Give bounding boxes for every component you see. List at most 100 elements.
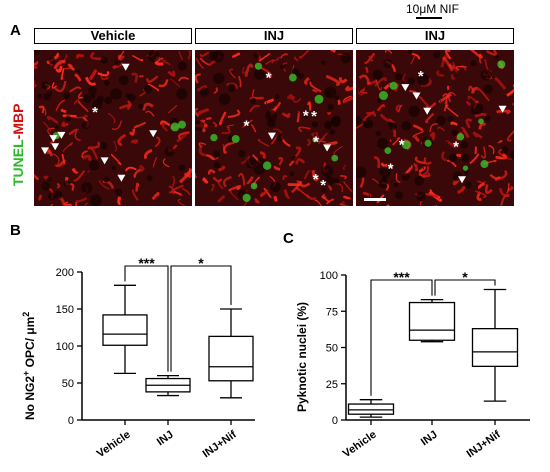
dark-spot bbox=[389, 122, 398, 131]
mbp-fiber bbox=[259, 151, 266, 160]
mbp-fiber bbox=[312, 89, 318, 93]
significance-bracket bbox=[124, 265, 169, 372]
mbp-fiber bbox=[84, 202, 89, 206]
mbp-fiber bbox=[448, 63, 455, 70]
mbp-fiber bbox=[236, 186, 241, 190]
dark-spot bbox=[114, 188, 123, 196]
mbp-fiber bbox=[371, 178, 380, 185]
dark-spot bbox=[227, 83, 236, 93]
mbp-fiber bbox=[412, 130, 424, 138]
mbp-fiber bbox=[343, 195, 352, 200]
mbp-fiber bbox=[279, 53, 288, 59]
mbp-fiber bbox=[154, 136, 161, 148]
mbp-fiber bbox=[51, 82, 58, 89]
arrowhead-marker bbox=[41, 147, 50, 155]
dark-spot bbox=[164, 146, 175, 157]
mbp-fiber bbox=[445, 91, 456, 102]
mbp-fiber bbox=[263, 187, 272, 199]
tunel-nucleus bbox=[314, 94, 324, 104]
y-tick-label: 25 bbox=[326, 379, 338, 391]
y-tick-label: 0 bbox=[68, 415, 74, 427]
mbp-fiber bbox=[273, 165, 281, 171]
mbp-fiber bbox=[410, 55, 416, 65]
mbp-fiber bbox=[195, 57, 205, 69]
asterisk-marker: * bbox=[453, 139, 459, 156]
mbp-fiber bbox=[441, 93, 452, 103]
dark-spot bbox=[218, 93, 231, 105]
tunel-nucleus bbox=[177, 120, 187, 129]
dark-spot bbox=[266, 118, 276, 128]
y-tick-label: 200 bbox=[56, 267, 74, 279]
mbp-fiber bbox=[471, 86, 478, 94]
y-tick-label: 100 bbox=[320, 270, 338, 282]
mbp-fiber bbox=[195, 107, 200, 118]
dark-spot bbox=[407, 77, 416, 85]
mbp-fiber bbox=[226, 124, 234, 129]
dark-spot bbox=[111, 165, 117, 171]
y-tick-label: 50 bbox=[326, 343, 338, 355]
dark-spot bbox=[253, 52, 260, 59]
mbp-fiber bbox=[178, 168, 192, 184]
mbp-fiber bbox=[450, 121, 458, 126]
box-inj bbox=[408, 298, 456, 343]
mbp-fiber bbox=[440, 54, 449, 68]
dark-spot bbox=[327, 104, 334, 111]
tunel-nucleus bbox=[312, 137, 318, 143]
tunel-nucleus bbox=[462, 165, 469, 171]
x-tick-label: INJ bbox=[155, 429, 176, 449]
mbp-fiber bbox=[325, 198, 335, 205]
micrograph-inj-nif: * * * * bbox=[356, 50, 514, 206]
panel-c-letter: C bbox=[283, 230, 294, 247]
mbp-fiber bbox=[167, 104, 178, 114]
dark-spot bbox=[47, 176, 52, 182]
mbp-fiber bbox=[338, 77, 348, 84]
dark-spot bbox=[104, 96, 113, 105]
mbp-fiber bbox=[290, 94, 302, 103]
mbp-fiber bbox=[117, 196, 122, 206]
mbp-fiber bbox=[251, 89, 257, 99]
mbp-fiber bbox=[199, 51, 210, 57]
dark-spot bbox=[484, 115, 491, 122]
mbp-fiber bbox=[195, 172, 198, 179]
mbp-fiber bbox=[283, 189, 291, 199]
mbp-fiber bbox=[151, 192, 160, 201]
mbp-fiber bbox=[282, 175, 288, 181]
asterisk-marker: * bbox=[311, 108, 317, 125]
mbp-fiber bbox=[178, 51, 184, 61]
dark-spot bbox=[372, 69, 383, 80]
mbp-fiber bbox=[212, 121, 218, 128]
tunel-nucleus bbox=[480, 160, 489, 169]
dark-spot bbox=[270, 181, 281, 193]
mbp-fiber bbox=[474, 112, 487, 118]
mbp-fiber bbox=[202, 177, 209, 184]
dark-spot bbox=[447, 115, 454, 122]
dark-spot bbox=[321, 187, 327, 193]
dark-spot bbox=[406, 50, 413, 54]
tunel-nucleus bbox=[478, 118, 484, 125]
dark-spot bbox=[176, 88, 188, 100]
dark-spot bbox=[103, 176, 110, 183]
dark-spot bbox=[245, 157, 257, 169]
mbp-fiber bbox=[161, 58, 171, 66]
mbp-fiber bbox=[250, 123, 257, 133]
mbp-fiber bbox=[375, 79, 383, 91]
significance-bracket bbox=[370, 279, 433, 396]
mbp-fiber bbox=[50, 203, 54, 206]
mbp-fiber bbox=[357, 87, 366, 96]
arrowhead-marker bbox=[149, 130, 158, 138]
y-tick-label: 50 bbox=[62, 378, 74, 390]
y-axis-title-c: Pyknotic nuclei (%) bbox=[295, 302, 309, 412]
mbp-fiber bbox=[299, 50, 310, 59]
condition-inj: INJ bbox=[195, 28, 353, 44]
mbp-fiber bbox=[414, 156, 426, 165]
mbp-fiber bbox=[475, 190, 487, 199]
micrograph-background bbox=[34, 50, 192, 206]
mbp-fiber bbox=[198, 142, 207, 148]
dark-spot bbox=[401, 172, 410, 181]
asterisk-marker: * bbox=[92, 104, 98, 121]
dark-spot bbox=[47, 90, 53, 97]
mbp-fiber bbox=[373, 77, 387, 87]
mbp-fiber bbox=[442, 56, 454, 72]
scale-bar bbox=[364, 198, 386, 201]
